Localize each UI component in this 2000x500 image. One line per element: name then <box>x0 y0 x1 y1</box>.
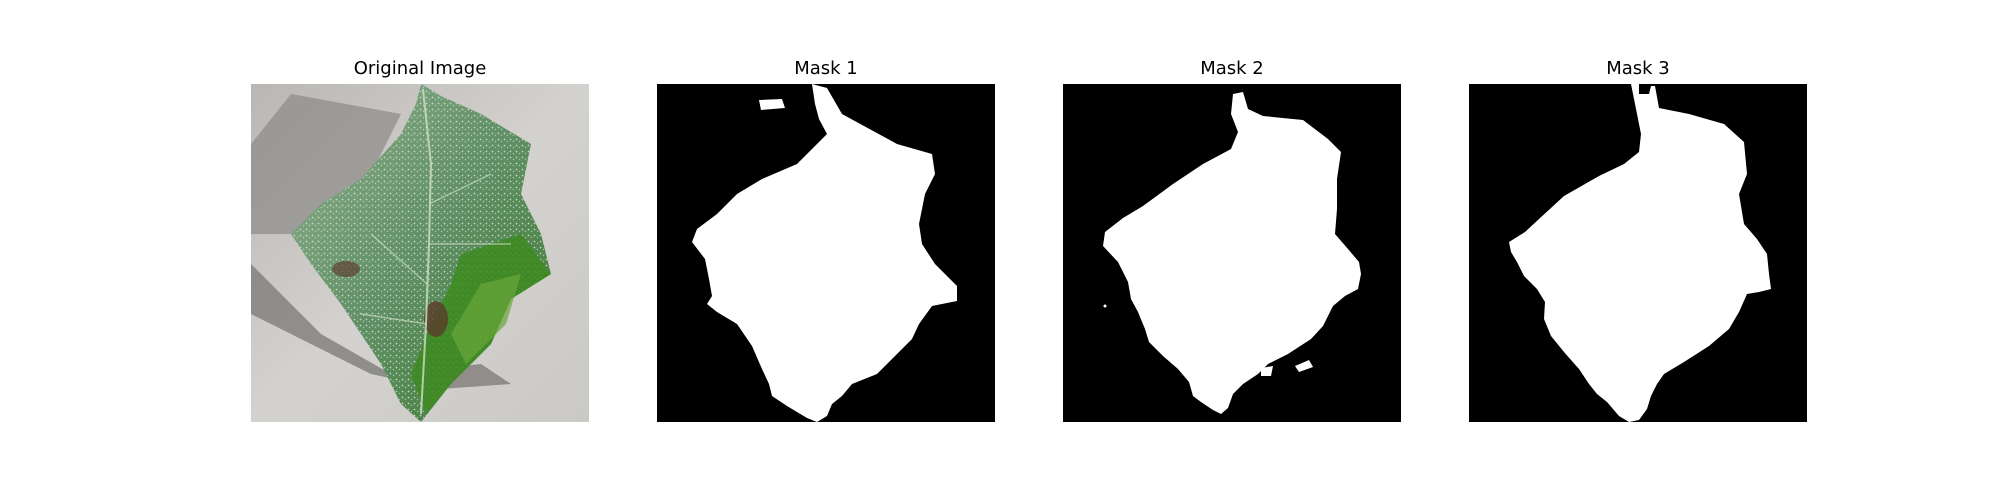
mask-3-shape <box>1469 84 1807 422</box>
mask-1-shape <box>657 84 995 422</box>
mask-1-panel: Mask 1 <box>657 0 995 500</box>
leaf-photo <box>251 84 589 422</box>
original-leaf-image <box>251 84 589 422</box>
original-image-panel: Original Image <box>251 0 589 500</box>
panel-title-original: Original Image <box>353 58 487 79</box>
mask-2-image <box>1063 84 1401 422</box>
panel-title-mask-2: Mask 2 <box>1200 58 1264 79</box>
mask-1-image <box>657 84 995 422</box>
mask-3-image <box>1469 84 1807 422</box>
mask-3-panel: Mask 3 <box>1469 0 1807 500</box>
mask-2-shape <box>1063 84 1401 422</box>
mask-2-panel: Mask 2 <box>1063 0 1401 500</box>
panel-title-mask-1: Mask 1 <box>794 58 858 79</box>
panel-title-mask-3: Mask 3 <box>1606 58 1670 79</box>
